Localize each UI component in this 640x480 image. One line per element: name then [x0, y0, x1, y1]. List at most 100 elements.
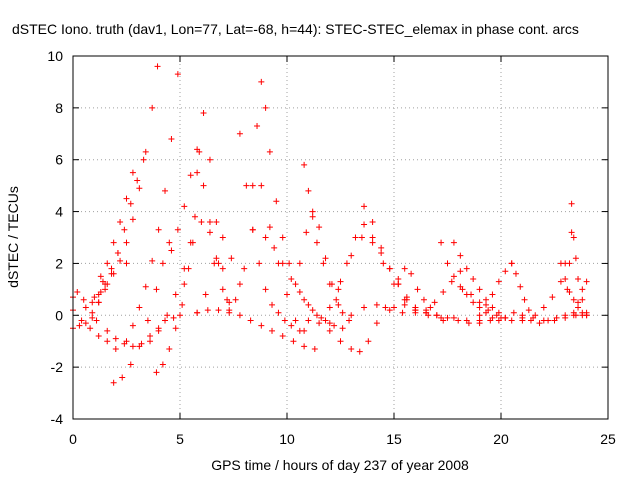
data-point: [470, 299, 477, 306]
data-point: [346, 317, 353, 324]
data-point: [495, 317, 502, 324]
data-point: [200, 182, 207, 189]
data-point: [219, 234, 226, 241]
data-point: [386, 307, 393, 314]
x-tick-label: 15: [386, 431, 402, 447]
data-point: [540, 317, 547, 324]
data-point: [570, 234, 577, 241]
data-point: [82, 320, 89, 327]
data-point: [117, 257, 124, 264]
data-point: [247, 317, 254, 324]
data-point: [348, 345, 355, 352]
data-point: [290, 338, 297, 345]
data-point: [279, 234, 286, 241]
data-point: [457, 252, 464, 259]
data-point: [450, 239, 457, 246]
data-point: [301, 343, 308, 350]
data-point: [153, 369, 160, 376]
data-point: [414, 286, 421, 293]
data-point: [97, 288, 104, 295]
data-point: [273, 198, 280, 205]
data-point: [211, 260, 218, 267]
data-point: [187, 239, 194, 246]
data-point: [110, 379, 117, 386]
data-point: [335, 301, 342, 308]
data-point: [104, 281, 111, 288]
data-point: [181, 265, 188, 272]
data-point: [112, 345, 119, 352]
data-point: [369, 234, 376, 241]
data-point: [348, 252, 355, 259]
data-point: [433, 312, 440, 319]
data-point: [431, 299, 438, 306]
data-point: [572, 255, 579, 262]
data-point: [168, 247, 175, 254]
data-point: [78, 317, 85, 324]
data-point: [489, 304, 496, 311]
data-point: [110, 270, 117, 277]
axis-ticks: [72, 55, 609, 420]
data-point: [318, 314, 325, 321]
data-point: [249, 226, 256, 233]
data-point: [254, 123, 261, 130]
x-tick-label: 25: [600, 431, 616, 447]
data-point: [470, 275, 477, 282]
data-point: [579, 296, 586, 303]
data-point: [532, 312, 539, 319]
data-point: [361, 221, 368, 228]
data-point: [262, 234, 269, 241]
data-point: [129, 322, 136, 329]
data-point: [378, 250, 385, 257]
data-point: [187, 172, 194, 179]
data-point: [463, 265, 470, 272]
data-point: [391, 304, 397, 311]
data-point: [123, 195, 130, 202]
data-point: [305, 187, 312, 194]
data-point: [512, 270, 519, 277]
data-point: [502, 268, 509, 275]
data-point: [89, 299, 96, 306]
data-point: [144, 317, 151, 324]
data-point: [271, 244, 278, 251]
data-point: [403, 294, 410, 301]
data-point: [82, 304, 89, 311]
data-point: [508, 317, 515, 324]
data-point: [476, 312, 483, 319]
data-point: [213, 255, 220, 262]
data-point: [155, 327, 162, 334]
data-point: [181, 281, 188, 288]
data-point: [495, 278, 502, 285]
data-point: [579, 286, 586, 293]
data-point: [243, 182, 250, 189]
data-point: [564, 286, 571, 293]
data-point: [343, 260, 350, 267]
data-point: [401, 301, 408, 308]
data-point: [104, 338, 111, 345]
data-point: [309, 208, 316, 215]
data-point: [179, 301, 186, 308]
data-point: [249, 182, 256, 189]
data-point: [284, 291, 290, 298]
data-point: [305, 301, 312, 308]
data-point: [365, 338, 372, 345]
data-point: [352, 234, 359, 241]
data-point: [326, 327, 333, 334]
data-point: [127, 200, 134, 207]
data-point: [206, 156, 213, 163]
data-point: [154, 63, 161, 70]
data-point: [395, 275, 402, 282]
data-point: [468, 291, 475, 298]
x-tick-label: 0: [69, 431, 77, 447]
data-point: [450, 314, 457, 321]
data-point: [296, 327, 303, 334]
y-tick-label: -2: [51, 359, 64, 375]
data-point: [134, 177, 141, 184]
data-point: [476, 304, 483, 311]
data-point: [485, 307, 492, 314]
data-point: [562, 314, 569, 321]
y-tick-label: 2: [55, 255, 63, 271]
data-point: [378, 244, 385, 251]
data-point: [444, 260, 451, 267]
data-point: [301, 161, 308, 168]
data-point: [328, 281, 335, 288]
